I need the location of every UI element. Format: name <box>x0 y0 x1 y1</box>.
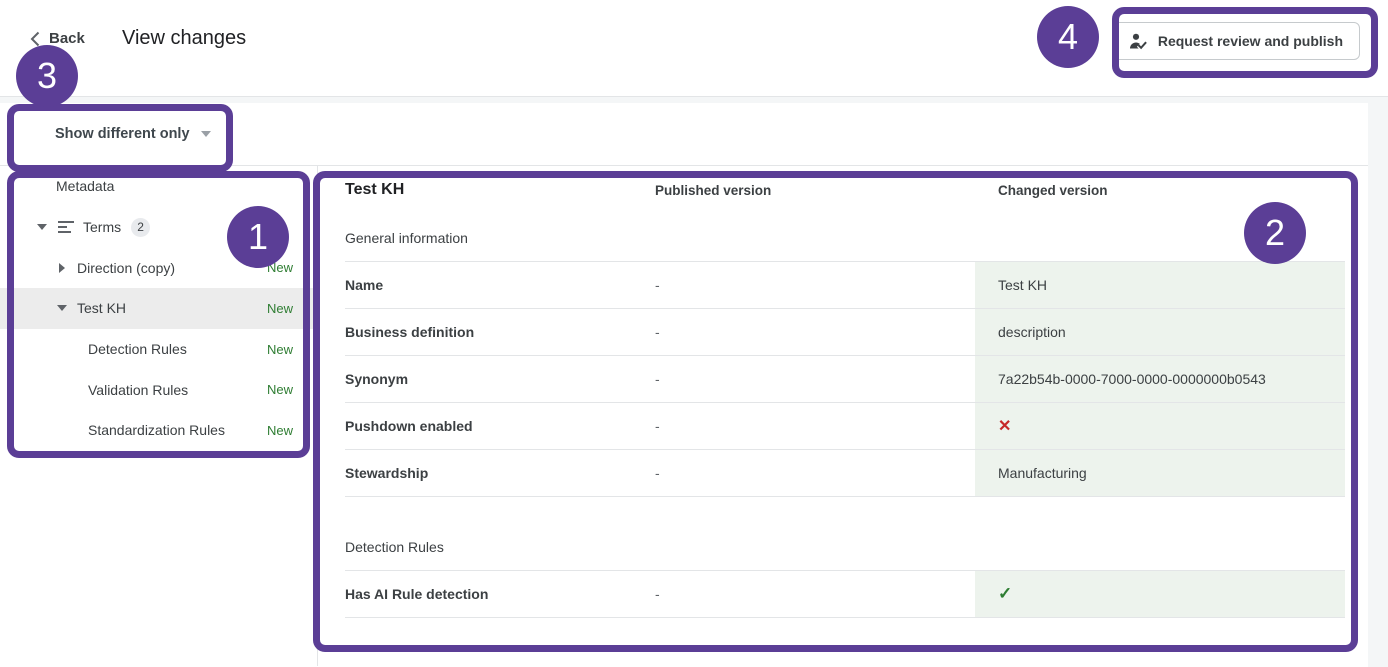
changed-value: Test KH <box>998 277 1048 293</box>
diff-row-synonym: Synonym - 7a22b54b-0000-7000-0000-0000000b… <box>345 355 1345 402</box>
changed-cell: Manufacturing <box>975 450 1345 496</box>
changed-cell: Test KH <box>975 262 1345 308</box>
request-review-publish-button[interactable]: Request review and publish <box>1111 22 1360 60</box>
changed-cell: ✓ <box>975 571 1345 617</box>
changed-cell: 7a22b54b-0000-7000-0000-0000000b0543 <box>975 356 1345 402</box>
changed-cell: ✕ <box>975 403 1345 449</box>
row-label: Synonym <box>345 371 409 387</box>
publish-button-label: Request review and publish <box>1157 33 1343 49</box>
changed-cell: description <box>975 309 1345 355</box>
tree-item-label: Terms <box>83 219 122 236</box>
check-icon: ✓ <box>998 584 1013 603</box>
terms-lines-icon <box>57 220 75 234</box>
published-value: - <box>655 465 660 481</box>
diff-row-stewardship: Stewardship - Manufacturing <box>345 449 1345 497</box>
count-badge: 2 <box>131 217 151 237</box>
changed-value: 7a22b54b-0000-7000-0000-0000000b0543 <box>998 371 1266 387</box>
new-status-tag: New <box>266 422 293 438</box>
published-value: - <box>655 324 660 340</box>
changed-version-column-header: Changed version <box>998 182 1108 198</box>
row-label: Has AI Rule detection <box>345 586 489 602</box>
changed-value: description <box>998 324 1066 340</box>
tree-item-terms[interactable]: Terms 2 <box>0 207 317 248</box>
diff-panel-header: Test KH Published version Changed versio… <box>345 166 1345 214</box>
new-status-tag: New <box>266 382 293 398</box>
section-label: General information <box>345 229 468 246</box>
tree-item-label: Validation Rules <box>88 381 189 398</box>
tree-item-label: Test KH <box>77 300 127 317</box>
published-version-column-header: Published version <box>655 182 772 198</box>
changes-card: Show different only Metadata Terms 2 Direct… <box>0 103 1368 667</box>
tree-item-direction-copy[interactable]: Direction (copy) New <box>0 247 317 288</box>
page-title: View changes <box>122 27 247 49</box>
tree-item-detection-rules[interactable]: Detection Rules New <box>0 329 317 370</box>
diff-row-business-definition: Business definition - description <box>345 308 1345 355</box>
published-value: - <box>655 586 660 602</box>
changed-value: Manufacturing <box>998 465 1087 481</box>
section-label: Detection Rules <box>345 538 444 555</box>
new-status-tag: New <box>266 300 293 316</box>
tree-item-validation-rules[interactable]: Validation Rules New <box>0 369 317 410</box>
top-bar: Back View changes Request review and pub… <box>0 0 1388 97</box>
section-detection-rules: Detection Rules Has AI Rule detection - ✓ <box>345 523 1345 618</box>
caret-down-icon[interactable] <box>36 224 48 231</box>
caret-right-icon[interactable] <box>56 262 68 273</box>
row-label: Name <box>345 277 384 293</box>
diff-row-has-ai-rule-detection: Has AI Rule detection - ✓ <box>345 570 1345 618</box>
section-general-information: General information Name - Test KH Business … <box>345 214 1345 497</box>
new-status-tag: New <box>266 341 293 357</box>
tree-item-standardization-rules[interactable]: Standardization Rules New <box>0 410 317 451</box>
dropdown-arrow-icon <box>200 131 211 137</box>
chevron-left-icon <box>30 31 40 46</box>
published-value: - <box>655 371 660 387</box>
tree-item-label: Standardization Rules <box>88 422 225 439</box>
row-label: Business definition <box>345 324 475 340</box>
tree-item-metadata[interactable]: Metadata <box>0 166 317 207</box>
published-value: - <box>655 418 660 434</box>
changes-content: Metadata Terms 2 Direction (copy) New Test KH… <box>0 166 1368 666</box>
tree-item-label: Direction (copy) <box>77 259 176 276</box>
back-label: Back <box>49 30 85 47</box>
new-status-tag: New <box>266 260 293 276</box>
row-label: Pushdown enabled <box>345 418 473 434</box>
caret-down-icon[interactable] <box>56 305 68 312</box>
tree-item-label: Detection Rules <box>88 341 187 358</box>
tree-item-test-kh[interactable]: Test KH New <box>0 288 317 329</box>
show-different-only-dropdown[interactable]: Show different only <box>55 126 211 142</box>
entity-title: Test KH <box>345 181 405 198</box>
diff-panel: Test KH Published version Changed versio… <box>318 166 1368 666</box>
published-value: - <box>655 277 660 293</box>
filter-toolbar: Show different only <box>0 103 1368 166</box>
filter-label: Show different only <box>55 126 190 142</box>
back-button[interactable]: Back <box>30 30 85 47</box>
diff-row-name: Name - Test KH <box>345 261 1345 308</box>
row-label: Stewardship <box>345 465 429 481</box>
cross-icon: ✕ <box>998 418 1012 435</box>
diff-row-pushdown-enabled: Pushdown enabled - ✕ <box>345 402 1345 449</box>
diff-sections: General information Name - Test KH Business … <box>345 214 1345 618</box>
tree-item-label: Metadata <box>56 178 115 195</box>
person-check-icon <box>1129 32 1148 50</box>
change-tree: Metadata Terms 2 Direction (copy) New Test KH… <box>0 166 318 666</box>
